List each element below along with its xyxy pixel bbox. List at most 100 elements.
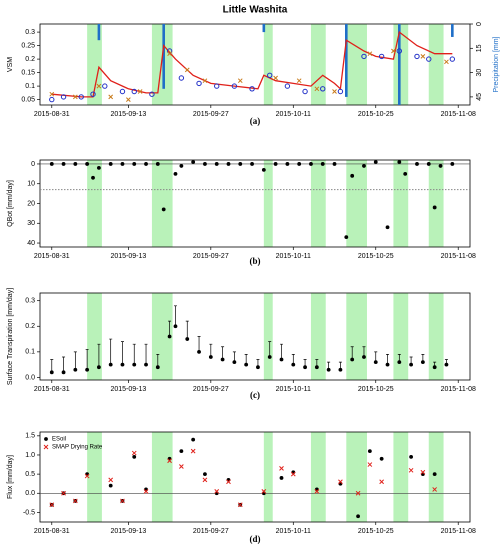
dot-point: [144, 362, 148, 367]
cross-point: [420, 469, 426, 475]
dot-point: [320, 162, 325, 166]
dot-point: [415, 162, 419, 166]
rain-period: [393, 160, 409, 247]
x-tick-label: 2015-10-11: [276, 386, 311, 393]
precip-bar: [451, 24, 454, 37]
x-tick-label: 2015-09-27: [193, 528, 229, 535]
rain-period: [428, 432, 444, 522]
dot-point: [344, 235, 349, 240]
legend-swatch: [43, 444, 49, 450]
error-bar: [350, 346, 354, 360]
x-tick-label: 2015-11-08: [441, 386, 476, 393]
dot-point: [267, 355, 272, 359]
obs-point: [302, 88, 308, 95]
rain-period: [310, 24, 326, 105]
obs-point: [102, 83, 108, 89]
obs-point: [449, 56, 456, 62]
dot-point: [373, 360, 378, 364]
error-bar: [185, 320, 189, 340]
rain-period: [346, 24, 367, 105]
rain-period: [310, 160, 326, 247]
dot-point: [297, 162, 302, 166]
y-tick-label: 0.15: [21, 69, 35, 76]
cross-point: [131, 450, 137, 456]
y-tick-label: -0.5: [23, 509, 35, 516]
y-tick-label: 0.2: [25, 323, 35, 330]
cross-point: [120, 498, 125, 504]
rain-period: [310, 293, 326, 380]
dot-point: [97, 166, 101, 170]
y-tick-label: 0.3: [25, 29, 35, 36]
dot-point: [97, 365, 101, 370]
cross-point: [367, 462, 373, 467]
cross-point: [96, 83, 102, 89]
obs-point: [378, 53, 385, 60]
y-axis-label: Surface Transpiration [mm/day]: [7, 288, 14, 385]
y-axis-label: Flux [mm/day]: [7, 455, 14, 499]
dot-point: [179, 449, 184, 454]
cross-point: [179, 464, 184, 469]
x-tick-label: 2015-10-25: [358, 253, 394, 260]
dot-point: [220, 357, 225, 362]
obs-point: [414, 53, 420, 60]
x-tick-label: 2015-08-31: [34, 528, 70, 535]
dot-point: [161, 207, 166, 212]
error-bar: [132, 343, 136, 365]
cross-point: [314, 489, 320, 494]
y-tick-label: 20: [27, 200, 35, 207]
dot-point: [85, 162, 90, 166]
x-tick-label: 2015-09-13: [110, 111, 146, 118]
cross-point: [108, 94, 114, 100]
dot-point: [191, 160, 196, 164]
dot-point: [379, 456, 384, 461]
obs-point: [267, 72, 273, 79]
dot-point: [303, 365, 307, 370]
cross-point: [72, 94, 78, 100]
dot-point: [120, 162, 125, 166]
x-tick-label: 2015-09-27: [193, 253, 229, 260]
dot-point: [173, 171, 178, 176]
plot-frame: [39, 292, 471, 381]
x-tick-label: 2015-09-13: [110, 253, 146, 260]
rain-period: [393, 432, 409, 522]
x-tick-label: 2015-08-31: [34, 111, 70, 118]
dot-point: [214, 162, 219, 166]
y-tick-label: 0: [31, 161, 35, 168]
error-bar: [168, 320, 172, 337]
dot-point: [409, 362, 413, 367]
dot-point: [409, 454, 413, 459]
cross-point: [432, 487, 438, 492]
y-axis-label: QBot [mm/day]: [7, 180, 14, 227]
dot-point: [203, 162, 207, 166]
x-tick-label: 2015-10-11: [276, 528, 311, 535]
dot-point: [108, 362, 113, 367]
dot-point: [244, 362, 249, 367]
dot-point: [261, 167, 266, 172]
dot-point: [167, 334, 172, 339]
cross-point: [290, 471, 296, 477]
cross-point: [332, 89, 337, 94]
dot-point: [132, 362, 137, 367]
rain-period: [151, 160, 173, 247]
precip-bar: [162, 24, 165, 89]
cross-point: [61, 490, 66, 496]
dot-point: [144, 162, 148, 166]
rain-period: [346, 293, 367, 380]
dot-point: [362, 355, 366, 359]
obs-point: [249, 86, 255, 92]
rain-period: [428, 293, 444, 380]
x-tick-label: 2015-11-08: [441, 253, 476, 260]
error-bar: [209, 343, 213, 357]
dot-point: [49, 162, 54, 166]
dot-point: [155, 162, 160, 166]
obs-point: [214, 83, 220, 89]
dot-point: [332, 162, 337, 166]
cross-point: [314, 86, 320, 92]
rain-period: [346, 432, 367, 522]
error-bar: [62, 356, 66, 373]
error-bar: [97, 343, 101, 368]
cross-point: [379, 479, 384, 485]
dot-point: [385, 225, 390, 230]
cross-point: [273, 75, 278, 81]
